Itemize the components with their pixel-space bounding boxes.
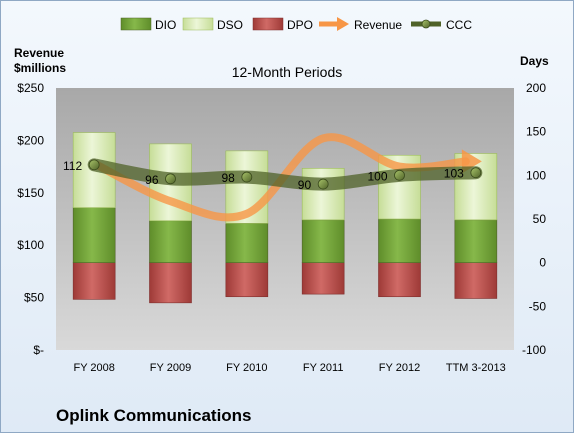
left-axis-ticks: $- $50 $100 $150 $200 $250 xyxy=(17,81,44,357)
right-tick-label: 150 xyxy=(526,125,546,139)
bar-dpo xyxy=(225,262,269,298)
bar-dso xyxy=(301,168,345,221)
plot-area xyxy=(56,88,514,350)
legend: DIO DSO DPO Revenue CCC xyxy=(120,17,472,32)
ccc-marker xyxy=(165,173,176,185)
bar-dio xyxy=(72,207,116,263)
ccc-line xyxy=(87,158,483,191)
right-tick-label: 200 xyxy=(526,81,546,95)
legend-item-ccc: CCC xyxy=(411,18,472,32)
legend-item-dio: DIO xyxy=(120,17,176,32)
right-tick-label: 100 xyxy=(526,168,546,182)
ccc-data-label: 90 xyxy=(298,178,312,192)
ccc-marker xyxy=(241,171,253,183)
left-tick-label: $100 xyxy=(17,238,44,252)
bar-dio xyxy=(378,218,421,263)
ccc-data-label: 100 xyxy=(367,169,387,183)
right-tick-label: -100 xyxy=(522,343,546,357)
category-label: TTM 3-2013 xyxy=(446,362,506,374)
left-tick-label: $250 xyxy=(17,81,44,95)
legend-label-ccc: CCC xyxy=(446,18,472,32)
left-axis-title-line1: Revenue xyxy=(14,46,64,60)
category-labels: FY 2008 FY 2009 FY 2010 FY 2011 FY 2012 TTM 3… xyxy=(73,362,505,374)
legend-label-dso: DSO xyxy=(217,18,243,32)
legend-label-revenue: Revenue xyxy=(354,18,402,32)
ccc-data-label: 98 xyxy=(221,171,235,185)
legend-item-revenue: Revenue xyxy=(319,17,402,32)
left-tick-label: $50 xyxy=(24,291,44,305)
category-label: FY 2009 xyxy=(150,362,191,374)
ccc-series: 112 96 98 90 100 103 xyxy=(63,158,483,192)
right-axis-ticks: -100 -50 0 50 100 150 200 xyxy=(522,81,546,357)
legend-swatch-dio xyxy=(120,17,152,31)
legend-item-dso: DSO xyxy=(182,17,243,32)
legend-label-dio: DIO xyxy=(155,18,176,32)
right-tick-label: -50 xyxy=(529,299,547,313)
bar-dio xyxy=(225,223,269,263)
bar-dpo xyxy=(378,262,421,298)
bar-dpo xyxy=(301,262,345,295)
left-tick-label: $150 xyxy=(17,186,44,200)
bar-dio xyxy=(301,219,345,263)
right-tick-label: 0 xyxy=(539,256,546,270)
ccc-marker xyxy=(470,167,482,179)
ccc-marker xyxy=(88,159,100,171)
legend-label-dpo: DPO xyxy=(287,18,313,32)
legend-swatch-dso xyxy=(182,17,214,31)
legend-item-dpo: DPO xyxy=(252,17,313,32)
company-name: Oplink Communications xyxy=(56,406,252,425)
left-tick-label: $200 xyxy=(17,133,44,147)
ccc-data-label: 112 xyxy=(63,159,82,173)
legend-arrow-revenue xyxy=(337,17,349,31)
ccc-data-label: 96 xyxy=(145,173,159,187)
left-tick-label: $- xyxy=(33,343,44,357)
category-label: FY 2010 xyxy=(226,362,267,374)
ccc-marker xyxy=(317,178,329,190)
bar-dpo xyxy=(72,262,116,300)
category-label: FY 2011 xyxy=(303,362,344,374)
category-label: FY 2012 xyxy=(379,362,420,374)
right-tick-label: 50 xyxy=(533,212,547,226)
bar-dio xyxy=(149,220,192,263)
bar-dio xyxy=(454,219,498,263)
chart-title: 12-Month Periods xyxy=(232,64,343,80)
bars xyxy=(72,132,498,304)
bar-dpo xyxy=(149,262,192,304)
left-axis-title-line2: $millions xyxy=(14,61,66,75)
ccc-marker xyxy=(394,169,405,181)
legend-swatch-dpo xyxy=(252,17,284,31)
ccc-data-label: 103 xyxy=(444,167,464,181)
bar-dpo xyxy=(454,262,498,299)
right-axis-title: Days xyxy=(520,54,549,68)
category-label: FY 2008 xyxy=(73,362,114,374)
legend-marker-ccc xyxy=(421,19,431,29)
